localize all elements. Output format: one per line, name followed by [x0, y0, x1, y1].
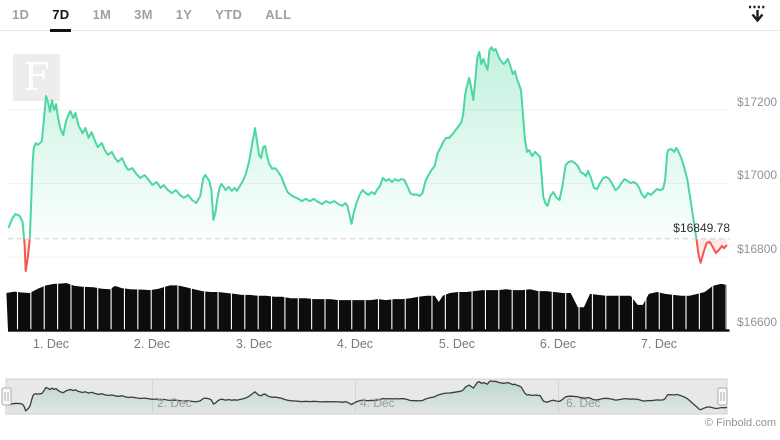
- navigator-label: 4. Dec: [360, 396, 395, 410]
- range-toolbar: 1D 7D 1M 3M 1Y YTD ALL: [0, 0, 780, 32]
- current-price-label: $16849.78: [673, 221, 730, 235]
- range-tab-1m[interactable]: 1M: [92, 7, 112, 22]
- range-tab-3m[interactable]: 3M: [134, 7, 153, 22]
- price-line: [8, 46, 728, 272]
- x-axis-label: 5. Dec: [438, 337, 476, 351]
- x-axis-label: 1. Dec: [32, 337, 70, 351]
- finbold-logo-watermark: F: [13, 54, 60, 101]
- navigator-left-handle[interactable]: [1, 387, 12, 406]
- x-axis-label: 3. Dec: [235, 337, 273, 351]
- navigator-label: 6. Dec: [566, 396, 601, 410]
- y-axis-label: $17200: [737, 95, 778, 109]
- x-axis-label: 2. Dec: [133, 337, 171, 351]
- range-tab-all[interactable]: ALL: [265, 7, 292, 22]
- range-tab-ytd[interactable]: YTD: [215, 7, 243, 22]
- range-tab-1y[interactable]: 1Y: [175, 7, 193, 22]
- gridlines: [8, 109, 730, 331]
- x-axis-label: 4. Dec: [336, 337, 374, 351]
- y-axis-label: $17000: [737, 168, 778, 182]
- range-tab-1d[interactable]: 1D: [12, 7, 30, 22]
- x-axis-label: 6. Dec: [539, 337, 577, 351]
- navigator-label: 2. Dec: [157, 396, 192, 410]
- navigator-right-handle[interactable]: [717, 387, 728, 406]
- download-icon[interactable]: [745, 3, 769, 27]
- range-tab-7d[interactable]: 7D: [50, 0, 72, 32]
- credits-link[interactable]: © Finbold.com: [704, 417, 776, 429]
- logo-letter: F: [23, 54, 50, 99]
- y-axis-label: $16800: [737, 242, 778, 256]
- x-axis-label: 7. Dec: [640, 337, 678, 351]
- y-axis-label: $16600: [737, 315, 778, 329]
- volume-bars: [6, 278, 730, 332]
